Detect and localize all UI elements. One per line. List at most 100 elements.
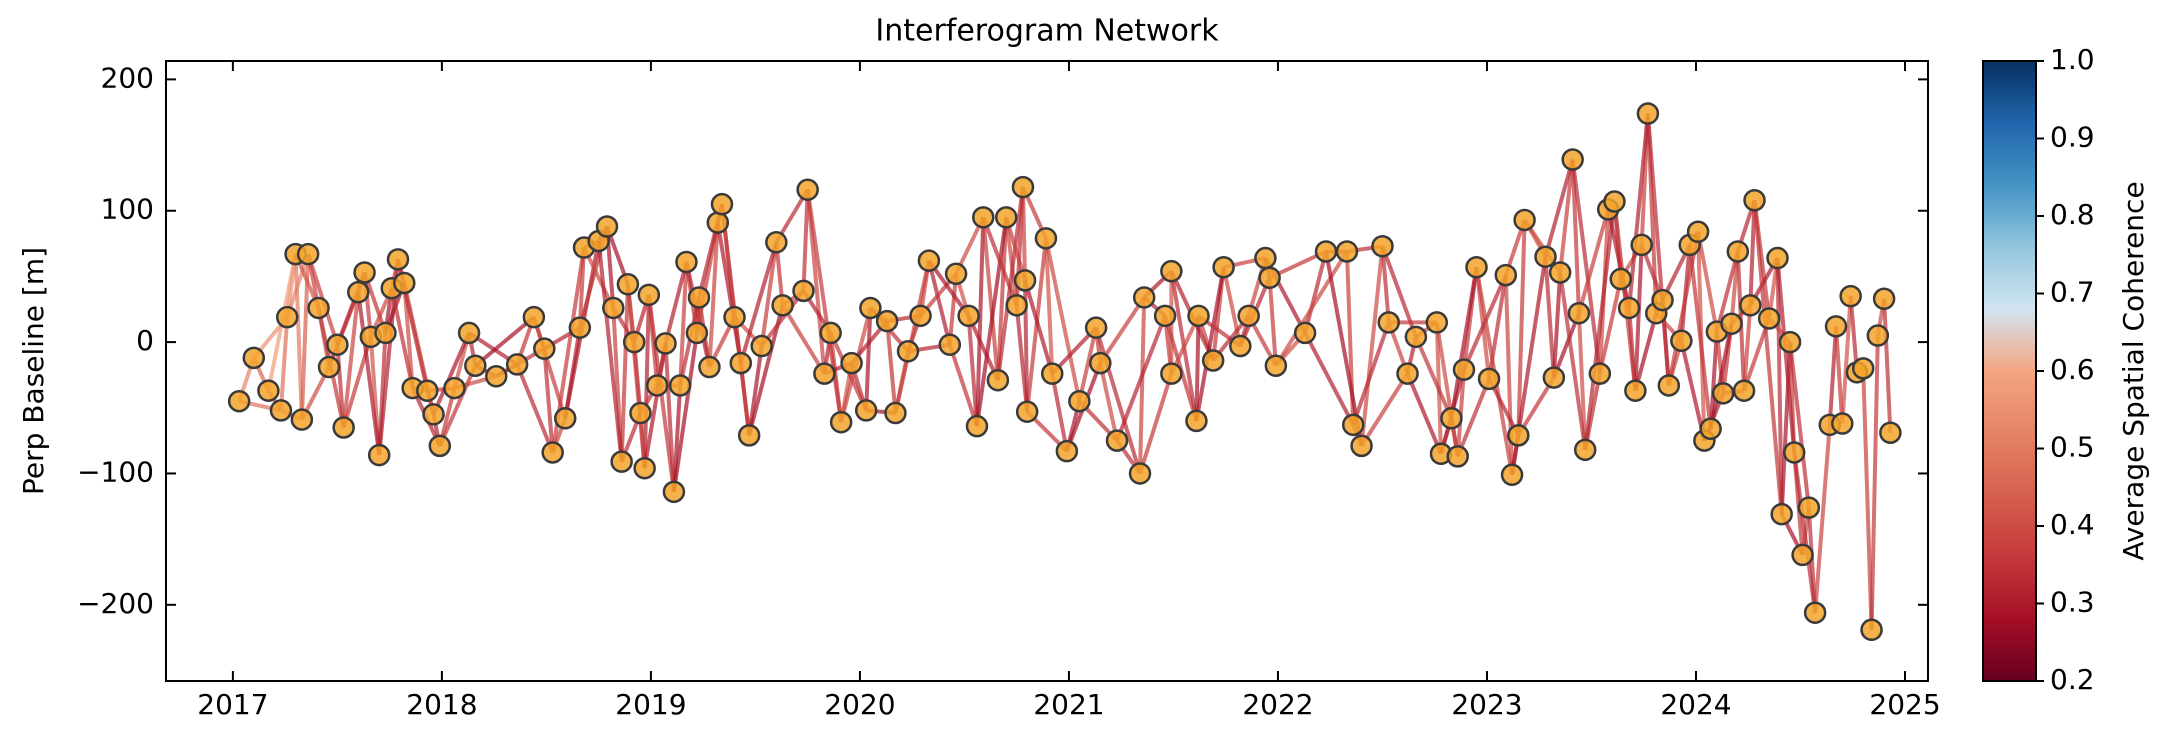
acquisition-point xyxy=(553,407,577,430)
acquisition-point xyxy=(1778,330,1802,354)
edge xyxy=(1094,327,1142,475)
edge xyxy=(663,261,689,344)
acquisition-point xyxy=(602,296,625,320)
acquisition-point xyxy=(1440,407,1463,430)
acquisition-point xyxy=(994,206,1018,229)
x-tick-label: 2022 xyxy=(1242,688,1313,721)
edge xyxy=(1696,231,1719,332)
edge xyxy=(1583,201,1617,451)
acquisition-point xyxy=(1254,246,1277,270)
acquisition-point xyxy=(654,332,677,355)
colorbar-tick-label: 0.5 xyxy=(2050,431,2095,464)
acquisition-point xyxy=(1465,255,1488,279)
acquisition-point xyxy=(1404,325,1428,349)
edge xyxy=(1861,368,1874,630)
acquisition-point xyxy=(1548,261,1572,284)
edge xyxy=(1687,244,1713,430)
edge xyxy=(1570,159,1581,314)
acquisition-point xyxy=(484,365,508,388)
acquisition-point xyxy=(1542,366,1566,389)
edge xyxy=(1359,372,1410,447)
y-tick-label: −100 xyxy=(77,455,154,488)
acquisition-point xyxy=(1128,462,1152,485)
colorbar-tick-label: 0.3 xyxy=(2050,586,2095,619)
acquisition-point xyxy=(1229,334,1252,358)
edge xyxy=(995,217,1009,381)
acquisition-point xyxy=(1651,288,1674,312)
edge xyxy=(805,189,844,423)
acquisition-point xyxy=(1732,379,1756,402)
acquisition-point xyxy=(1212,255,1235,279)
edge xyxy=(1455,378,1491,458)
acquisition-point xyxy=(1494,263,1518,287)
acquisition-point xyxy=(1670,329,1693,353)
edge xyxy=(1050,373,1069,452)
edge xyxy=(1840,295,1853,424)
colorbar-label: Average Spatial Coherence xyxy=(2117,181,2150,560)
edge xyxy=(947,344,979,427)
acquisition-point xyxy=(541,441,564,464)
edge xyxy=(981,217,1000,381)
acquisition-point xyxy=(1201,349,1225,372)
acquisition-point xyxy=(685,321,709,345)
acquisition-point xyxy=(1341,413,1365,437)
acquisition-point xyxy=(595,215,619,238)
colorbar-tick-label: 0.8 xyxy=(2050,198,2095,231)
acquisition-point xyxy=(957,304,980,328)
acquisition-point xyxy=(1573,438,1597,462)
acquisition-point xyxy=(1782,441,1806,464)
edge xyxy=(1414,336,1454,420)
edge xyxy=(1380,246,1391,323)
edge xyxy=(1570,159,1602,374)
edge xyxy=(1020,187,1028,281)
nodes xyxy=(227,102,1902,642)
acquisition-point xyxy=(729,351,753,375)
acquisition-point xyxy=(1160,362,1183,385)
edge xyxy=(1014,305,1030,412)
acquisition-point xyxy=(1132,286,1156,309)
edge xyxy=(431,332,471,416)
edge xyxy=(1449,266,1479,419)
x-tick-label: 2024 xyxy=(1660,688,1731,721)
edge xyxy=(1551,312,1581,379)
edge xyxy=(437,364,478,447)
acquisition-point xyxy=(1624,379,1647,402)
acquisition-point xyxy=(896,340,920,363)
acquisition-point xyxy=(1034,227,1058,250)
edge xyxy=(684,261,712,368)
acquisition-point xyxy=(374,321,397,345)
x-tick-label: 2023 xyxy=(1451,688,1522,721)
edge xyxy=(801,189,810,291)
edge xyxy=(974,217,986,427)
acquisition-point xyxy=(428,434,452,458)
acquisition-point xyxy=(1258,266,1281,289)
acquisition-point xyxy=(938,333,962,356)
x-tick-label: 2017 xyxy=(197,688,268,721)
acquisition-point xyxy=(629,401,652,425)
edge xyxy=(1194,266,1226,422)
acquisition-point xyxy=(1860,618,1883,642)
y-tick-label: 100 xyxy=(101,193,154,226)
acquisition-point xyxy=(1153,304,1177,328)
y-tick-label: 0 xyxy=(136,324,154,357)
edge xyxy=(515,363,555,454)
edge xyxy=(1834,326,1845,424)
acquisition-point xyxy=(633,456,656,480)
acquisition-point xyxy=(1797,496,1821,519)
acquisition-point xyxy=(1630,233,1653,257)
edge xyxy=(1043,238,1055,374)
acquisition-point xyxy=(1264,354,1288,377)
edge xyxy=(341,291,361,428)
edge xyxy=(1645,113,1671,386)
edge xyxy=(707,222,720,368)
acquisition-point xyxy=(813,362,836,385)
acquisition-point xyxy=(1185,409,1208,433)
acquisition-point xyxy=(840,351,863,375)
colorbar-tick-label: 0.7 xyxy=(2050,276,2095,309)
edge xyxy=(1748,200,1757,306)
acquisition-point xyxy=(1011,175,1035,199)
edge xyxy=(738,241,779,364)
edge xyxy=(1612,201,1638,391)
acquisition-point xyxy=(796,178,819,201)
